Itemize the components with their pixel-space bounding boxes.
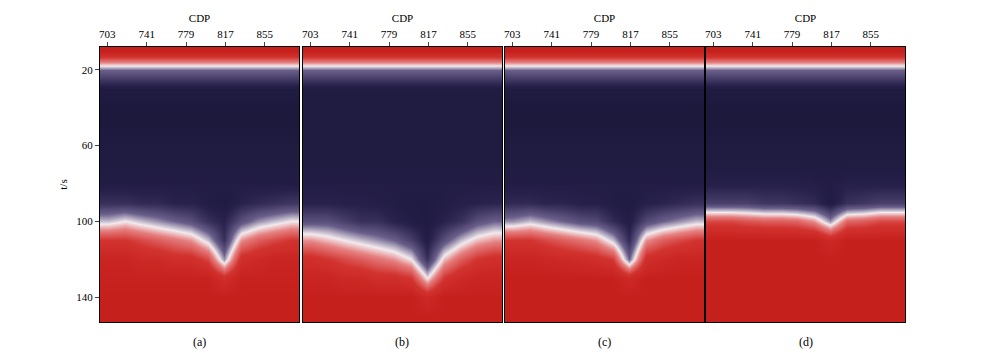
svg-text:20: 20 xyxy=(82,64,94,76)
svg-text:703: 703 xyxy=(99,28,116,40)
svg-text:(c): (c) xyxy=(598,335,611,349)
svg-text:703: 703 xyxy=(302,28,319,40)
svg-text:741: 741 xyxy=(138,28,155,40)
svg-text:(b): (b) xyxy=(395,335,409,349)
svg-text:855: 855 xyxy=(863,28,880,40)
svg-text:817: 817 xyxy=(823,28,840,40)
svg-text:741: 741 xyxy=(543,28,560,40)
svg-text:140: 140 xyxy=(76,291,93,303)
svg-text:703: 703 xyxy=(504,28,521,40)
svg-text:100: 100 xyxy=(76,215,93,227)
svg-text:(d): (d) xyxy=(799,335,813,349)
svg-text:779: 779 xyxy=(381,28,398,40)
svg-text:817: 817 xyxy=(622,28,639,40)
svg-text:855: 855 xyxy=(460,28,477,40)
svg-text:(a): (a) xyxy=(193,335,206,349)
svg-text:779: 779 xyxy=(583,28,600,40)
svg-text:CDP: CDP xyxy=(392,12,413,24)
svg-text:741: 741 xyxy=(341,28,358,40)
svg-text:CDP: CDP xyxy=(594,12,615,24)
svg-text:817: 817 xyxy=(217,28,234,40)
svg-text:t/s: t/s xyxy=(57,179,69,189)
svg-text:60: 60 xyxy=(82,139,94,151)
svg-text:703: 703 xyxy=(705,28,722,40)
svg-text:779: 779 xyxy=(178,28,195,40)
svg-text:CDP: CDP xyxy=(189,12,210,24)
svg-text:855: 855 xyxy=(257,28,274,40)
svg-text:855: 855 xyxy=(662,28,679,40)
svg-text:817: 817 xyxy=(420,28,437,40)
svg-text:CDP: CDP xyxy=(795,12,816,24)
svg-text:779: 779 xyxy=(784,28,801,40)
svg-text:741: 741 xyxy=(744,28,761,40)
